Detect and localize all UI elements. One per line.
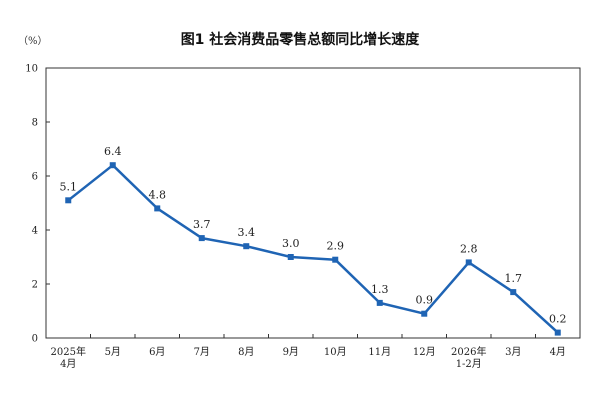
data-label: 6.4 [104,145,122,158]
data-point [243,243,250,250]
data-point [154,205,161,212]
data-label: 2.8 [460,242,478,255]
data-label: 4.8 [149,188,167,201]
data-label: 5.1 [60,180,78,193]
x-tick-label: 10月 [324,346,347,358]
x-tick-label: 8月 [238,346,254,358]
y-axis-tick-labels: 0 2 4 6 8 10 [25,64,38,345]
x-tick-label: 5月 [105,346,121,358]
y-tick-label: 4 [32,226,38,237]
data-point [287,254,294,260]
data-point [465,259,472,266]
x-tick-label: 4月 [60,358,76,370]
y-axis-unit-label: （%） [18,35,48,47]
data-label: 0.9 [416,294,434,307]
data-label: 3.0 [282,237,300,250]
x-tick-label: 4月 [550,346,566,358]
data-point [109,162,116,169]
data-label: 3.7 [193,218,211,231]
x-tick-label: 11月 [368,346,391,358]
y-tick-label: 0 [32,334,38,345]
data-point [376,299,383,306]
data-point [554,329,561,336]
data-label: 3.4 [238,226,256,239]
data-point [332,256,339,263]
data-point [510,289,517,296]
data-label: 1.3 [371,283,389,296]
plot-area-frame [45,67,581,339]
x-tick-label: 7月 [194,346,210,358]
data-label: 0.2 [549,313,567,326]
data-label: 1.7 [505,272,523,285]
x-tick-label: 2026年 [451,345,486,358]
data-label: 2.9 [327,240,345,253]
y-tick-label: 10 [25,64,38,75]
x-tick-label: 2025年 [51,345,86,358]
x-tick-label: 6月 [149,346,165,358]
data-point [198,235,205,242]
series-line-group [65,162,561,336]
data-point [65,197,72,204]
y-tick-label: 8 [32,118,38,129]
y-tick-label: 2 [32,280,38,291]
y-tick-label: 6 [32,172,38,183]
series-line [67,163,559,334]
chart-title: 图1 社会消费品零售总额同比增长速度 [181,31,421,48]
axes [45,67,581,339]
x-tick-label: 1-2月 [456,358,482,370]
data-labels: 5.1 6.4 4.8 3.7 3.4 3.0 2.9 1.3 0.9 2.8 1.7 0.2 [60,145,567,325]
x-tick-label: 12月 [413,346,436,358]
data-point [421,310,428,317]
x-tick-label: 3月 [505,346,521,358]
x-tick-label: 9月 [283,346,299,358]
